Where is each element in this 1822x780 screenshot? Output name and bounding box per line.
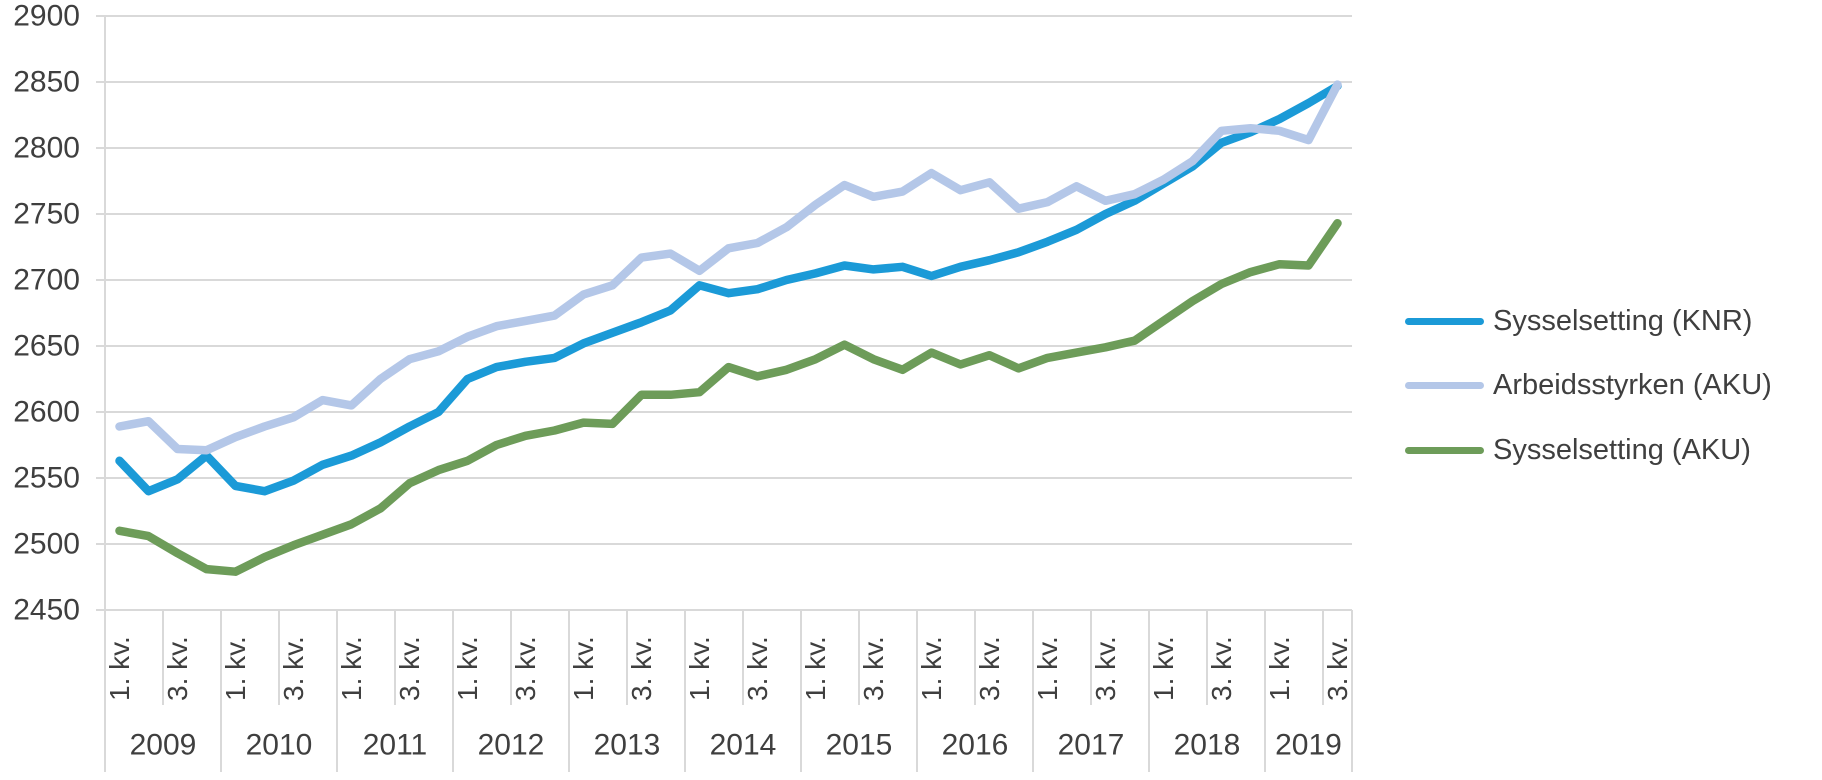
y-axis-tick-label: 2600 [13,396,80,429]
x-axis-quarter-label: 1. kv. [568,636,599,701]
x-axis-quarter-label: 3. kv. [162,636,193,701]
x-axis-year-label: 2009 [130,729,197,762]
x-axis-quarter-label: 3. kv. [626,636,657,701]
x-axis-quarter-label: 1. kv. [684,636,715,701]
x-axis-year-label: 2016 [942,729,1009,762]
x-axis-quarter-label: 1. kv. [452,636,483,701]
y-axis-tick-label: 2850 [13,66,80,99]
chart-legend: Sysselsetting (KNR) Arbeidsstyrken (AKU)… [1405,289,1772,483]
data-line-0 [115,81,1342,496]
y-axis-tick-label: 2450 [13,594,80,627]
legend-line-swatch-arbeidsstyrken-icon [1405,382,1484,390]
x-axis-quarter-label: 1. kv. [1264,636,1295,701]
legend-label-sysselsetting-knr: Sysselsetting (KNR) [1493,304,1753,337]
x-axis-quarter-label: 3. kv. [1206,636,1237,701]
x-axis-year-label: 2013 [594,729,661,762]
legend-label-sysselsetting-aku: Sysselsetting (AKU) [1493,433,1751,466]
y-axis-tick-label: 2750 [13,198,80,231]
x-axis-year-label: 2019 [1275,729,1342,762]
legend-item-arbeidsstyrken-aku: Arbeidsstyrken (AKU) [1405,354,1772,419]
y-axis-tick-label: 2700 [13,264,80,297]
x-axis-quarter-label: 3. kv. [1322,636,1353,701]
y-axis-tick-label: 2550 [13,462,80,495]
x-axis-quarter-label: 3. kv. [394,636,425,701]
x-axis-year-label: 2010 [246,729,313,762]
x-axis-quarter-label: 3. kv. [510,636,541,701]
x-axis-year-label: 2017 [1058,729,1125,762]
y-axis-tick-label: 2650 [13,330,80,363]
x-axis-quarter-label: 1. kv. [220,636,251,701]
x-axis-quarter-label: 1. kv. [336,636,367,701]
x-axis-quarter-label: 3. kv. [742,636,773,701]
legend-line-swatch-sysselsetting-aku-icon [1405,446,1484,454]
x-axis-quarter-label: 1. kv. [1032,636,1063,701]
x-axis-quarter-label: 1. kv. [916,636,947,701]
x-axis-year-label: 2018 [1174,729,1241,762]
data-line-2 [115,218,1342,576]
x-axis-year-label: 2015 [826,729,893,762]
x-axis-year-label: 2011 [363,729,428,762]
y-axis-tick-label: 2900 [13,0,80,33]
x-axis-quarter-label: 1. kv. [800,636,831,701]
x-axis-quarter-label: 3. kv. [858,636,889,701]
y-axis-tick-label: 2500 [13,528,80,561]
x-axis-quarter-label: 1. kv. [1148,636,1179,701]
y-axis-tick-label: 2800 [13,132,80,165]
x-axis-year-label: 2014 [710,729,777,762]
legend-line-swatch-knr-icon [1405,317,1484,325]
x-axis-quarter-label: 3. kv. [1090,636,1121,701]
x-axis-quarter-label: 3. kv. [974,636,1005,701]
legend-item-sysselsetting-knr: Sysselsetting (KNR) [1405,289,1772,354]
legend-label-arbeidsstyrken-aku: Arbeidsstyrken (AKU) [1493,369,1772,402]
x-axis-quarter-label: 1. kv. [104,636,135,701]
x-axis-quarter-label: 3. kv. [278,636,309,701]
data-line-1 [115,80,1342,455]
legend-item-sysselsetting-aku: Sysselsetting (AKU) [1405,418,1772,483]
x-axis-year-label: 2012 [478,729,545,762]
